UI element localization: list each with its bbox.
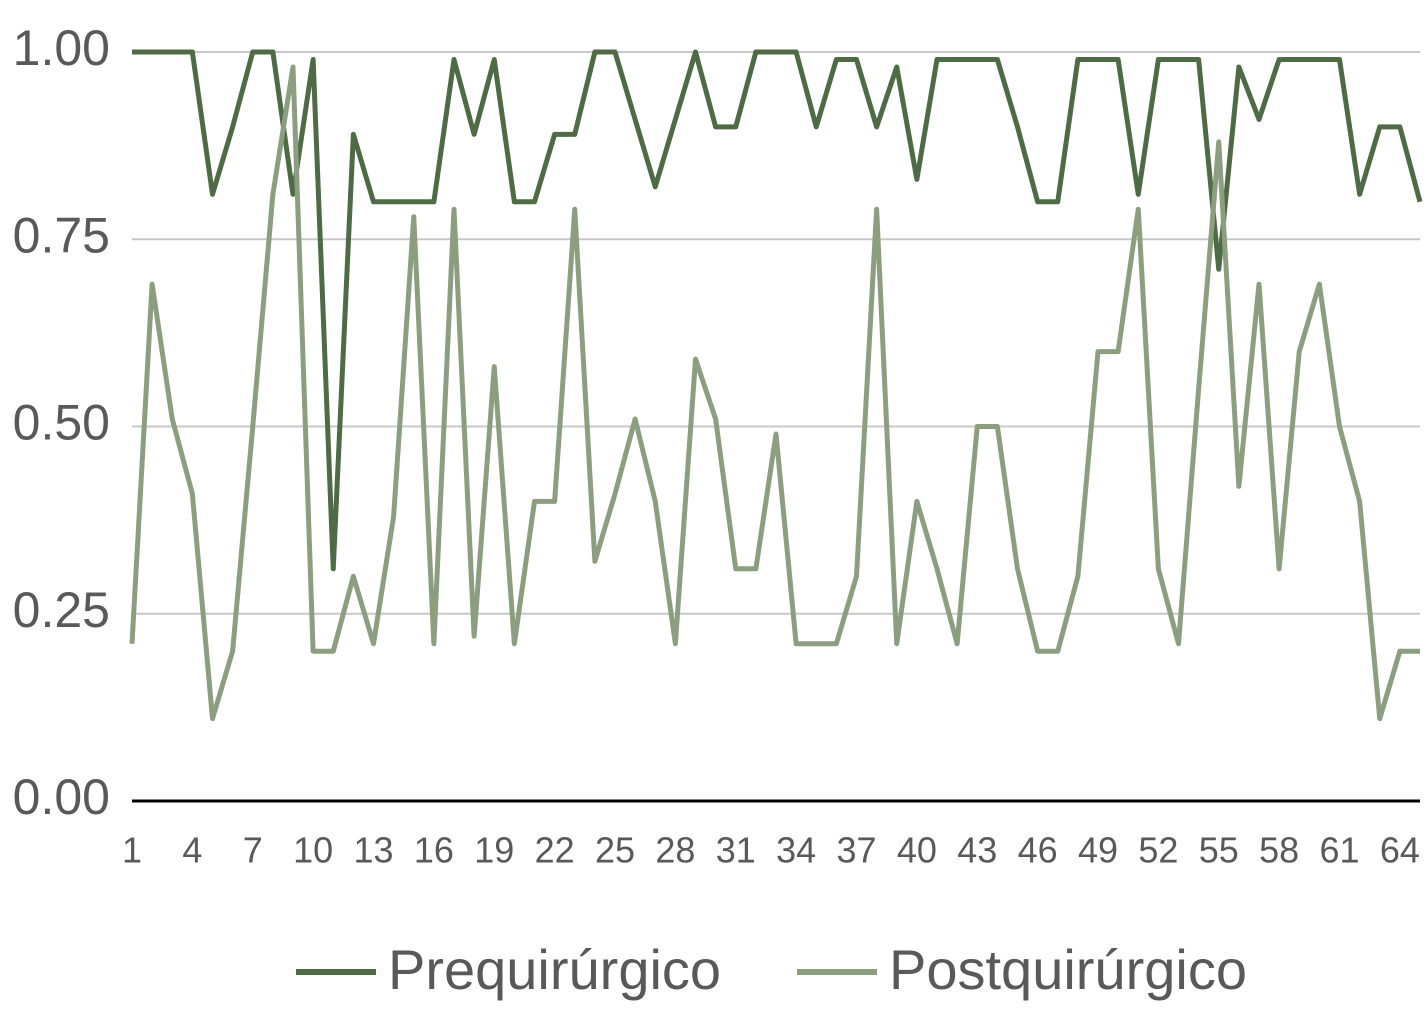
x-tick-label: 40 (897, 830, 937, 871)
x-tick-label: 64 (1380, 830, 1420, 871)
x-tick-label: 7 (243, 830, 263, 871)
x-tick-label: 28 (655, 830, 695, 871)
x-tick-label: 58 (1259, 830, 1299, 871)
legend-label: Prequirúrgico (388, 938, 721, 1001)
x-tick-label: 13 (353, 830, 393, 871)
y-tick-label: 1.00 (13, 20, 110, 76)
y-tick-label: 0.75 (13, 207, 110, 263)
x-tick-label: 10 (293, 830, 333, 871)
x-tick-label: 43 (957, 830, 997, 871)
x-tick-label: 37 (836, 830, 876, 871)
x-tick-label: 1 (122, 830, 142, 871)
x-tick-label: 22 (535, 830, 575, 871)
x-tick-label: 52 (1138, 830, 1178, 871)
x-tick-label: 55 (1199, 830, 1239, 871)
y-tick-label: 0.00 (13, 769, 110, 825)
x-tick-label: 4 (182, 830, 202, 871)
x-tick-label: 31 (716, 830, 756, 871)
y-tick-label: 0.50 (13, 395, 110, 451)
legend-label: Postquirúrgico (889, 938, 1247, 1001)
x-tick-label: 61 (1319, 830, 1359, 871)
series-line (129, 64, 1420, 722)
x-tick-label: 25 (595, 830, 635, 871)
series-line (132, 49, 1423, 572)
x-tick-label: 19 (474, 830, 514, 871)
x-tick-label: 49 (1078, 830, 1118, 871)
x-tick-label: 16 (414, 830, 454, 871)
x-tick-label: 46 (1018, 830, 1058, 871)
x-tick-label: 34 (776, 830, 816, 871)
y-tick-label: 0.25 (13, 582, 110, 638)
